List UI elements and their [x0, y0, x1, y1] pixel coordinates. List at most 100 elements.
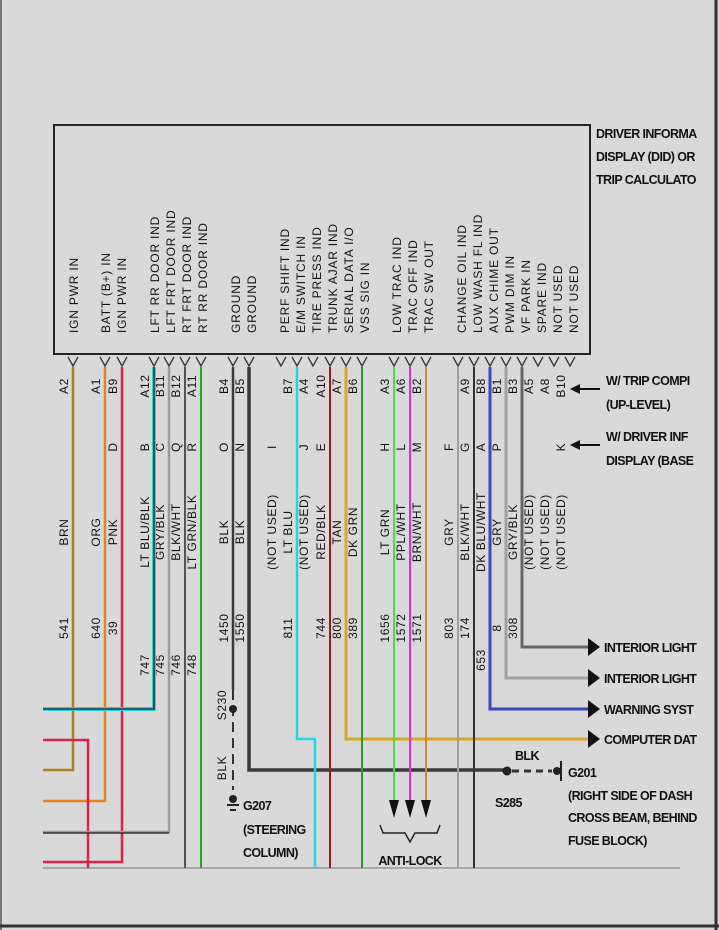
wire-color-label: DK GRN — [346, 507, 360, 557]
anti-lock-brace — [379, 824, 441, 844]
connector-letter: H — [378, 442, 392, 451]
pin-label: B6 — [346, 378, 360, 394]
wire-color-label: GRY — [490, 518, 504, 546]
wire-color-label: BLK — [215, 756, 229, 780]
circuit-number: 1656 — [378, 613, 392, 642]
connector-terminal-icon — [148, 356, 160, 368]
pin-function-label: NOT USED — [551, 265, 565, 333]
pin-function-label: LOW TRAC IND — [390, 236, 404, 333]
pin-function-label: VF PARK IN — [519, 259, 533, 333]
variant-note: W/ TRIP COMPI — [606, 374, 690, 388]
connector-letter: J — [297, 444, 311, 451]
wire-color-label: BLK/WHT — [458, 503, 472, 561]
pin-label: B7 — [281, 378, 295, 394]
module-box — [53, 124, 591, 355]
pin-function-label: TRUNK AJAR IND — [326, 223, 340, 333]
connector-terminal-icon — [356, 356, 368, 368]
wire-color-label: ORG — [89, 517, 103, 546]
connector-letter: A — [474, 443, 488, 452]
pin-function-label: IGN PWR IN — [67, 257, 81, 333]
wire-747 — [43, 367, 155, 710]
circuit-number: 1450 — [217, 613, 231, 642]
circuit-number: 746 — [169, 654, 183, 676]
wire-color-label: GRY/BLK — [506, 504, 520, 560]
connector-terminal-icon — [548, 356, 560, 368]
splice-label: S230 — [215, 690, 229, 720]
arrow-right-icon — [588, 669, 600, 687]
circuit-number: 811 — [281, 618, 295, 639]
connector-letter: Q — [169, 442, 183, 452]
connector-letter: F — [442, 443, 456, 451]
pin-label: A7 — [330, 378, 344, 394]
wire-color-label: RED/BLK — [314, 504, 328, 560]
wire-color-label: BLK — [515, 749, 539, 763]
circuit-number: 389 — [346, 617, 360, 639]
destination-label: INTERIOR LIGHT — [604, 641, 697, 655]
destination-label: COMPUTER DAT — [604, 733, 698, 747]
circuit-number: 744 — [314, 617, 328, 639]
circuit-number: 747 — [138, 654, 152, 676]
circuit-number: 1550 — [233, 613, 247, 642]
ground-g201-icon — [553, 767, 561, 775]
wire-308 — [520, 367, 590, 649]
pin-function-label: E/M SWITCH IN — [294, 235, 308, 333]
pin-function-label: PWM DIM IN — [503, 255, 517, 333]
wire-color-label: (NOT USED) — [265, 494, 279, 570]
wire-541 — [43, 367, 75, 772]
wire-color-label: LT GRN — [378, 509, 392, 556]
pin-label: A5 — [522, 378, 536, 394]
pin-label: A10 — [314, 374, 328, 397]
pin-function-label: TRAC SW OUT — [422, 240, 436, 333]
arrow-right-icon — [588, 730, 600, 748]
circuit-number: 174 — [458, 617, 472, 639]
wire-color-label: TAN — [330, 520, 344, 545]
module-title-line: DRIVER INFORMA — [596, 127, 697, 141]
connector-terminal-icon — [99, 356, 111, 368]
pin-label: A1 — [89, 378, 103, 394]
pin-function-label: CHANGE OIL IND — [455, 224, 469, 333]
wire-color-label: GRY — [442, 518, 456, 546]
connector-terminal-icon — [420, 356, 432, 368]
circuit-number: 748 — [185, 654, 199, 676]
circuit-number: 640 — [89, 617, 103, 639]
circuit-number: 1571 — [410, 613, 424, 642]
connector-letter: D — [106, 442, 120, 451]
circuit-number: 745 — [153, 654, 167, 676]
wire-39 — [43, 367, 124, 864]
connector-terminal-icon — [163, 356, 175, 368]
connector-terminal-icon — [468, 356, 480, 368]
pin-function-label: RT RR DOOR IND — [196, 222, 210, 333]
wire-color-label: (NOT USED) — [554, 494, 568, 570]
pin-function-label: LFT RR DOOR IND — [148, 216, 162, 333]
pin-label: A12 — [138, 374, 152, 397]
module-title-line: TRIP CALCULATO — [596, 173, 697, 187]
circuit-number: 803 — [442, 617, 456, 639]
splice-label: S285 — [495, 796, 522, 810]
pin-function-label: GROUND — [229, 275, 243, 333]
pin-label: B9 — [106, 378, 120, 394]
connector-letter: O — [217, 442, 231, 452]
connector-terminal-icon — [452, 356, 464, 368]
pin-label: B4 — [217, 378, 231, 394]
pin-label: A4 — [297, 378, 311, 394]
wire-800 — [344, 367, 590, 741]
wire-color-label: BLK — [233, 520, 247, 544]
connector-terminal-icon — [564, 356, 576, 368]
pin-label: A8 — [538, 378, 552, 394]
circuit-number: 653 — [474, 649, 488, 671]
wire-color-label: BLK — [217, 520, 231, 544]
arrow-left-icon — [570, 384, 580, 394]
wire-color-label: LT BLU/BLK — [138, 496, 152, 568]
arrow-right-icon — [588, 700, 600, 718]
circuit-number: 8 — [490, 624, 504, 631]
ground-label: G207 — [243, 799, 272, 813]
wire-color-label: DK BLU/WHT — [474, 492, 488, 572]
ground-location: COLUMN) — [243, 846, 298, 860]
arrow-down-icon — [389, 800, 399, 818]
pin-label: A11 — [185, 375, 199, 397]
ground-location: FUSE BLOCK) — [568, 834, 647, 848]
pin-label: B2 — [410, 378, 424, 394]
variant-note: (UP-LEVEL) — [606, 398, 671, 412]
